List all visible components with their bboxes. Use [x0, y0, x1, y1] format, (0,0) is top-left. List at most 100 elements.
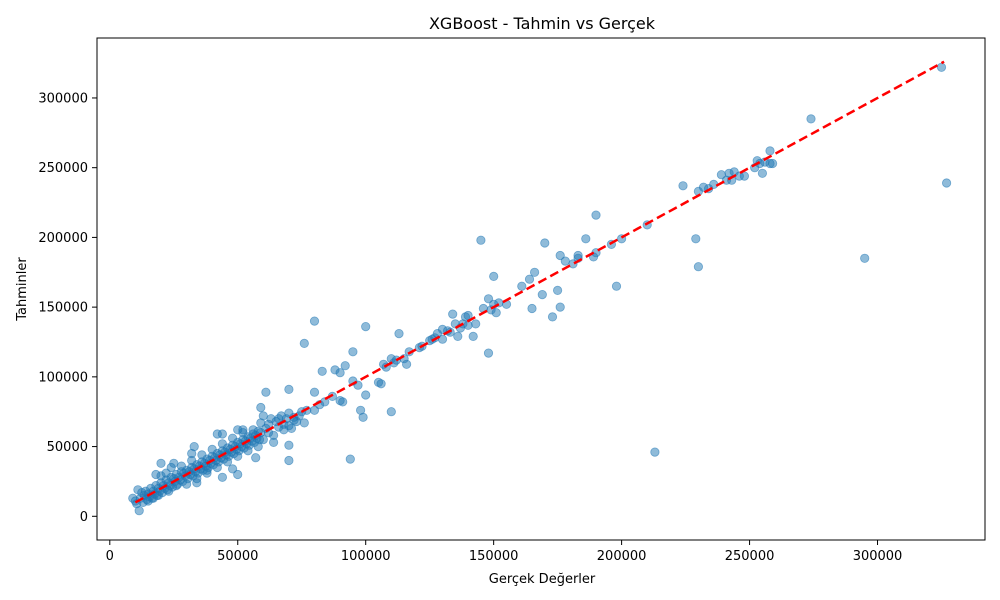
data-point	[284, 421, 294, 431]
data-point	[527, 303, 537, 314]
data-point	[207, 444, 217, 454]
data-point	[228, 433, 238, 443]
data-point	[217, 439, 227, 449]
data-point	[233, 451, 243, 461]
data-point	[560, 256, 570, 266]
y-tick-label: 200000	[38, 231, 88, 246]
data-point	[517, 281, 527, 291]
data-point	[453, 331, 463, 341]
data-point	[860, 253, 870, 263]
data-point	[555, 302, 565, 312]
data-point	[358, 412, 368, 422]
y-tick-label: 250000	[38, 161, 88, 176]
data-point	[228, 464, 238, 474]
data-point	[394, 328, 404, 339]
x-axis: 0 50000 100000 150000 200000 250000 300000	[106, 540, 903, 564]
data-point	[212, 462, 222, 473]
data-point	[309, 387, 320, 397]
data-point	[256, 402, 266, 413]
y-tick-label: 300000	[38, 91, 88, 106]
data-point	[767, 158, 778, 169]
data-point	[338, 397, 348, 407]
data-point	[693, 262, 704, 272]
data-point	[238, 425, 248, 435]
data-point	[320, 397, 330, 407]
data-point	[164, 486, 174, 496]
data-point	[169, 458, 179, 468]
data-point	[134, 506, 144, 516]
data-point	[258, 411, 268, 421]
data-point	[468, 331, 478, 341]
x-tick-label: 50000	[217, 549, 258, 564]
data-point	[386, 407, 396, 417]
data-point	[202, 465, 212, 475]
data-point	[650, 447, 660, 457]
data-point	[217, 472, 227, 482]
data-point	[192, 478, 202, 488]
data-point	[491, 308, 501, 318]
data-point	[552, 285, 563, 295]
data-point	[299, 418, 309, 428]
data-point	[335, 368, 345, 378]
y-tick-label: 50000	[47, 440, 88, 455]
x-tick-label: 200000	[597, 549, 647, 564]
data-point	[253, 441, 263, 452]
data-point	[471, 319, 481, 329]
data-point	[547, 312, 558, 322]
x-tick-label: 0	[106, 549, 114, 564]
data-point	[284, 455, 294, 466]
data-point	[524, 274, 535, 284]
data-point	[489, 271, 499, 281]
data-point	[258, 434, 268, 445]
data-point	[182, 479, 192, 489]
data-point	[437, 334, 448, 344]
data-point	[591, 210, 601, 220]
plot-area-frame	[96, 37, 986, 541]
x-tick-label: 300000	[853, 549, 903, 564]
data-point	[936, 62, 947, 72]
data-point	[261, 387, 271, 397]
data-point	[401, 359, 412, 369]
data-point	[806, 114, 816, 124]
data-point	[345, 454, 355, 464]
data-point	[189, 441, 199, 452]
data-point	[611, 281, 622, 291]
data-point	[222, 457, 233, 467]
data-point	[243, 446, 253, 456]
data-point	[284, 440, 294, 450]
data-point	[941, 178, 952, 188]
data-point	[248, 425, 258, 435]
reference-line	[134, 60, 945, 504]
data-point	[217, 429, 227, 439]
data-point	[348, 347, 358, 357]
y-axis-title: Tahminler	[15, 257, 30, 322]
data-point	[197, 450, 207, 460]
data-point	[483, 294, 494, 304]
data-point	[448, 309, 458, 319]
data-point	[537, 289, 547, 300]
data-point	[678, 181, 688, 191]
data-point	[153, 490, 163, 500]
x-axis-title: Gerçek Değerler	[489, 572, 596, 587]
data-point	[757, 168, 768, 178]
y-axis: 0 50000 100000 150000 200000 250000 300000	[38, 91, 97, 525]
data-point	[151, 469, 161, 480]
data-point	[555, 250, 565, 261]
data-point	[376, 379, 386, 389]
data-point	[268, 437, 279, 447]
y-tick-label: 150000	[38, 301, 88, 316]
data-point	[476, 235, 486, 245]
y-tick-label: 0	[80, 510, 88, 525]
x-tick-label: 100000	[341, 549, 391, 564]
data-point	[483, 348, 494, 358]
data-point	[284, 384, 294, 394]
data-point	[765, 146, 775, 156]
data-point	[161, 468, 171, 478]
data-point	[581, 234, 591, 244]
x-tick-label: 250000	[725, 549, 775, 564]
data-point	[691, 234, 701, 244]
data-point	[299, 338, 309, 348]
chart-title: XGBoost - Tahmin vs Gerçek	[429, 14, 656, 33]
data-point	[340, 361, 350, 371]
